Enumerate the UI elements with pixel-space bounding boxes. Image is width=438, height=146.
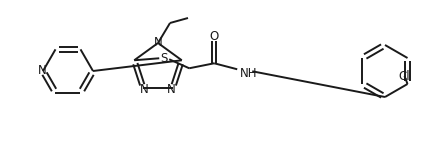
- Text: Cl: Cl: [399, 69, 410, 82]
- Text: NH: NH: [240, 67, 258, 80]
- Text: O: O: [210, 30, 219, 43]
- Text: N: N: [38, 65, 46, 78]
- Text: N: N: [167, 83, 176, 96]
- Text: N: N: [140, 83, 148, 96]
- Text: S: S: [161, 52, 168, 65]
- Text: N: N: [154, 35, 162, 48]
